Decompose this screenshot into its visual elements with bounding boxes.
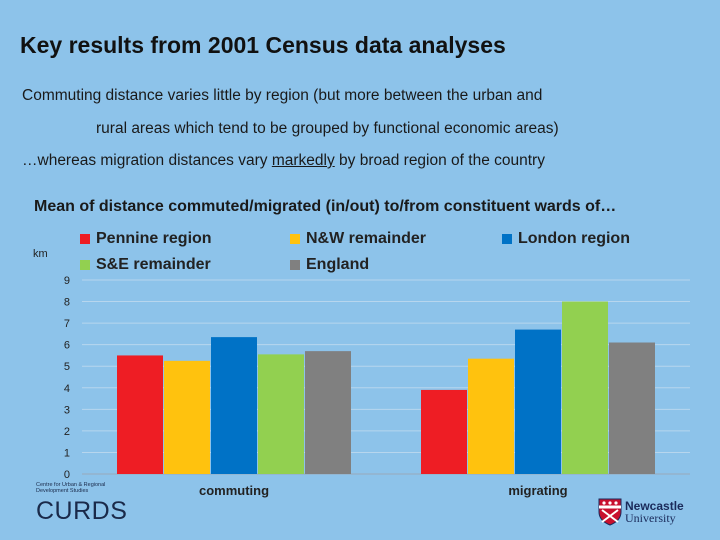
subtitle-line-3-start: …whereas migration distances vary [22,152,272,169]
curds-logo-wordmark: CURDS [36,497,128,525]
y-tick-label: 5 [64,361,70,373]
bar-migrating-4 [609,342,655,474]
subtitle-line-3-end: by broad region of the country [334,152,545,169]
legend-swatch-nw [290,234,300,244]
y-tick-label: 4 [64,383,70,395]
y-axis-ticks: 0 1 2 3 4 5 6 7 8 9 [64,275,70,481]
y-axis-label: km [33,248,48,260]
legend-item-london: London region [502,230,630,248]
legend-swatch-england [290,260,300,270]
emphasis-markedly: markedly [271,152,335,169]
ncl-logo-line-1: Newcastle [625,499,684,513]
slide-title: Key results from 2001 Census data analys… [20,32,506,58]
legend-label-england: England [306,256,370,273]
legend-label-london: London region [518,230,630,247]
bar-migrating-3 [562,301,608,474]
x-axis-labels: commuting migrating [199,483,568,498]
y-tick-label: 1 [64,447,70,459]
legend-swatch-se [80,260,90,270]
x-category-label: commuting [199,483,269,498]
legend-item-pennine: Pennine region [80,230,212,248]
y-tick-label: 9 [64,275,70,287]
legend-item-england: England [290,256,369,274]
curds-logo: Centre for Urban & Regional Development … [36,482,127,526]
subtitle-line-1: Commuting distance varies little by regi… [22,87,543,104]
newcastle-university-logo: Newcastle University [598,498,684,526]
y-tick-label: 3 [64,404,70,416]
bar-commuting-4 [305,351,351,474]
legend-label-pennine: Pennine region [96,230,212,247]
x-category-label: migrating [508,483,567,498]
legend-item-nw: N&W remainder [290,230,426,248]
ncl-logo-line-2: University [625,511,676,525]
bar-migrating-1 [468,358,514,474]
legend-label-nw: N&W remainder [306,230,427,247]
bars [117,301,655,474]
curds-logo-subtitle: Centre for Urban & Regional Development … [36,482,106,494]
legend-swatch-london [502,234,512,244]
y-tick-label: 6 [64,340,70,352]
bar-commuting-2 [211,337,257,474]
bar-migrating-0 [421,389,467,474]
bar-migrating-2 [515,329,561,474]
bar-commuting-0 [117,355,163,474]
subtitle-line-3: …whereas migration distances vary marked… [22,152,545,170]
chart-title: Mean of distance commuted/migrated (in/o… [34,198,617,215]
bar-commuting-1 [164,360,210,474]
legend-swatch-pennine [80,234,90,244]
bar-commuting-3 [258,354,304,474]
y-tick-label: 0 [64,469,70,481]
subtitle-line-2: rural areas which tend to be grouped by … [96,120,559,137]
y-tick-label: 2 [64,426,70,438]
legend-label-se: S&E remainder [96,256,211,273]
y-tick-label: 8 [64,297,70,309]
legend-item-se: S&E remainder [80,256,211,274]
y-tick-label: 7 [64,318,70,330]
shield-icon [598,498,622,526]
